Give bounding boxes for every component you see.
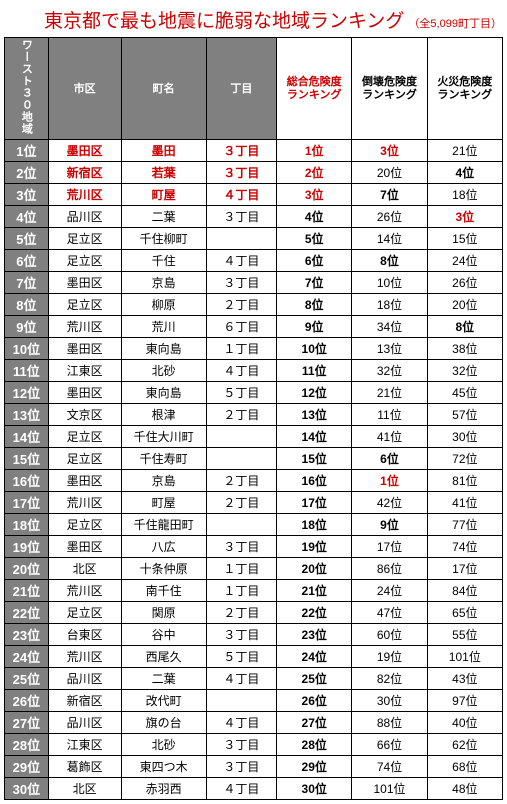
ranking-table: ワースト３０地域 市区 町名 丁目 総合危険度ランキング 倒壊危険度ランキング … <box>4 37 503 800</box>
table-row: 16位墨田区京島２丁目16位1位81位 <box>5 470 503 492</box>
table-row: 10位墨田区東向島１丁目10位13位38位 <box>5 338 503 360</box>
table-row: 17位荒川区町屋２丁目17位42位41位 <box>5 492 503 514</box>
col-chome: 丁目 <box>206 38 276 140</box>
table-row: 2位新宿区若葉３丁目2位20位4位 <box>5 162 503 184</box>
corner-header: ワースト３０地域 <box>5 38 49 140</box>
table-row: 11位江東区北砂４丁目11位32位32位 <box>5 360 503 382</box>
table-row: 25位品川区二葉４丁目25位82位43位 <box>5 668 503 690</box>
col-collapse: 倒壊危険度ランキング <box>352 38 427 140</box>
page-subtitle: （全5,099町丁目） <box>408 15 502 31</box>
table-row: 6位足立区千住４丁目6位8位24位 <box>5 250 503 272</box>
table-row: 24位荒川区西尾久５丁目24位19位101位 <box>5 646 503 668</box>
table-row: 14位足立区千住大川町14位41位30位 <box>5 426 503 448</box>
col-town: 町名 <box>121 38 206 140</box>
table-row: 20位北区十条仲原１丁目20位86位17位 <box>5 558 503 580</box>
col-overall: 総合危険度ランキング <box>277 38 352 140</box>
table-row: 15位足立区千住寿町15位6位72位 <box>5 448 503 470</box>
table-row: 21位荒川区南千住１丁目21位24位84位 <box>5 580 503 602</box>
table-row: 12位墨田区東向島５丁目12位21位45位 <box>5 382 503 404</box>
table-row: 19位墨田区八広３丁目19位17位74位 <box>5 536 503 558</box>
table-row: 30位北区赤羽西４丁目30位101位48位 <box>5 778 503 800</box>
table-row: 9位荒川区荒川６丁目9位34位8位 <box>5 316 503 338</box>
col-fire: 火災危険度ランキング <box>427 38 502 140</box>
table-row: 3位荒川区町屋４丁目3位7位18位 <box>5 184 503 206</box>
table-row: 23位台東区谷中３丁目23位60位55位 <box>5 624 503 646</box>
table-row: 28位江東区北砂３丁目28位66位62位 <box>5 734 503 756</box>
table-row: 13位文京区根津２丁目13位11位57位 <box>5 404 503 426</box>
col-ward: 市区 <box>48 38 121 140</box>
table-row: 18位足立区千住龍田町18位9位77位 <box>5 514 503 536</box>
table-row: 1位墨田区墨田３丁目1位3位21位 <box>5 140 503 162</box>
table-row: 7位墨田区京島３丁目7位10位26位 <box>5 272 503 294</box>
page-title: 東京都で最も地震に脆弱な地域ランキング <box>44 6 404 33</box>
table-row: 26位新宿区改代町26位30位97位 <box>5 690 503 712</box>
table-row: 4位品川区二葉３丁目4位26位3位 <box>5 206 503 228</box>
table-row: 22位足立区関原２丁目22位47位65位 <box>5 602 503 624</box>
table-row: 8位足立区柳原２丁目8位18位20位 <box>5 294 503 316</box>
table-row: 29位葛飾区東四つ木３丁目29位74位68位 <box>5 756 503 778</box>
table-row: 27位品川区旗の台４丁目27位88位40位 <box>5 712 503 734</box>
table-row: 5位足立区千住柳町5位14位15位 <box>5 228 503 250</box>
